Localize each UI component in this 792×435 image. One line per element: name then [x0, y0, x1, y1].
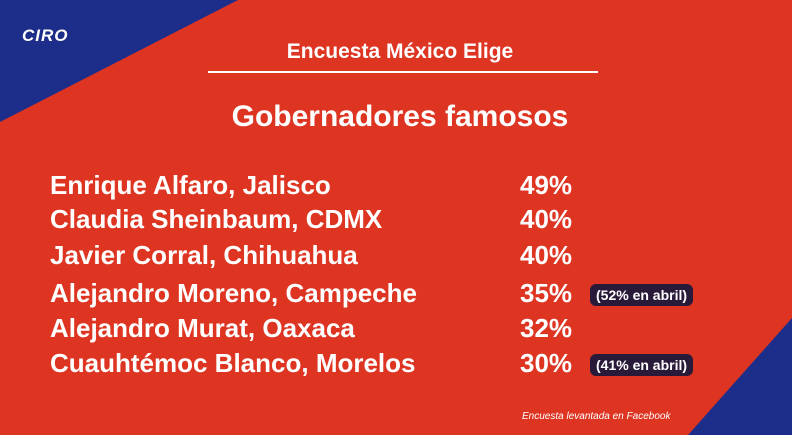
logo: CIRO [22, 26, 69, 45]
title: Encuesta México Elige [286, 40, 514, 63]
percent: 40% [520, 204, 573, 234]
note: (41% en abril) [590, 354, 694, 376]
subtitle: Gobernadores famosos [231, 100, 569, 133]
governor-name: Cuauhtémoc Blanco, Morelos [50, 348, 416, 378]
corner-band [0, 0, 238, 122]
governor-name: Alejandro Moreno, Campeche [50, 278, 417, 308]
percent: 49% [520, 170, 573, 200]
divider [208, 71, 598, 73]
source: Encuesta levantada en Facebook [522, 411, 671, 422]
governor-name: Alejandro Murat, Oaxaca [50, 313, 355, 343]
governor-name: Enrique Alfaro, Jalisco [50, 170, 331, 200]
governor-name: Claudia Sheinbaum, CDMX [50, 204, 383, 234]
percent: 35% [520, 278, 573, 308]
percent: 30% [520, 348, 573, 378]
governor-name: Javier Corral, Chihuahua [50, 240, 358, 270]
note: (52% en abril) [590, 284, 694, 306]
percent: 32% [520, 313, 573, 343]
corner-band [688, 318, 792, 435]
percent: 40% [520, 240, 573, 270]
